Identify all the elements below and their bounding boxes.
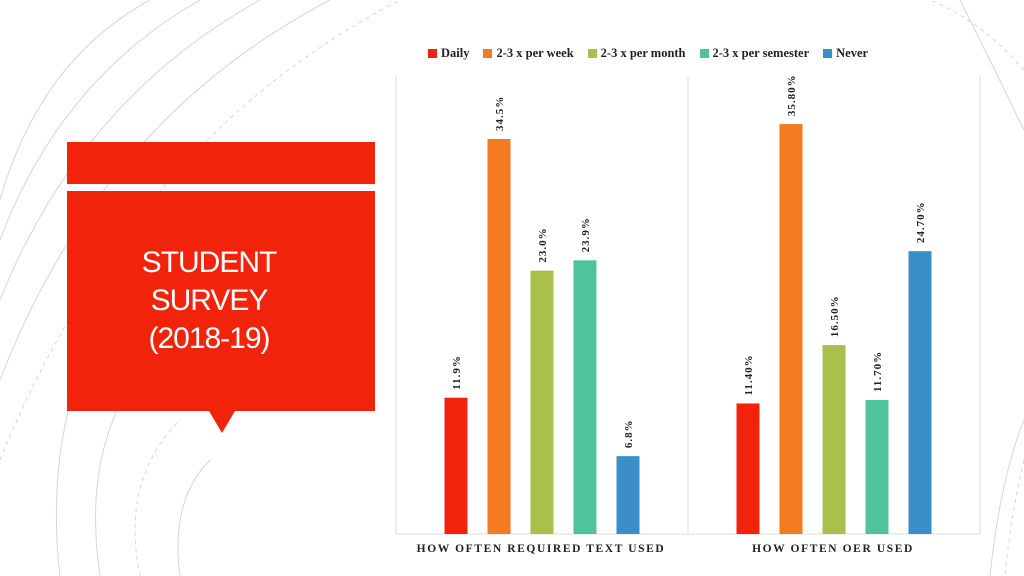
data-label: 23.0%: [537, 227, 549, 262]
title-line-1: STUDENT: [141, 246, 278, 279]
legend-item-never: Never: [823, 46, 868, 61]
bar: [444, 397, 468, 534]
title-line-2: SURVEY: [150, 284, 269, 317]
data-label: 35.80%: [786, 74, 798, 116]
bar: [865, 400, 889, 534]
data-label: 11.40%: [743, 354, 755, 395]
legend-label: Never: [836, 46, 869, 60]
data-label: 6.8%: [623, 419, 635, 448]
data-label: 34.5%: [494, 96, 506, 131]
legend-label: 2-3 x per semester: [712, 46, 810, 60]
title-box: STUDENT SURVEY (2018-19): [67, 191, 375, 411]
legend-swatch: [483, 49, 493, 58]
bar: [908, 251, 932, 534]
legend-label: 2-3 x per month: [600, 46, 686, 60]
slide-title: STUDENT SURVEY (2018-19): [99, 244, 319, 358]
title-line-3: (2018-19): [148, 322, 270, 355]
legend-item-daily: Daily: [428, 46, 469, 61]
legend-swatch: [699, 49, 709, 58]
bar: [616, 456, 640, 534]
bar: [822, 345, 846, 534]
data-label: 11.70%: [872, 351, 884, 392]
legend-label: 2-3 x per week: [496, 46, 574, 60]
data-label: 23.9%: [580, 217, 592, 252]
bar: [573, 260, 597, 534]
legend-item-month: 2-3 x per month: [587, 46, 686, 61]
category-label-required-text: HOW OFTEN REQUIRED TEXT USED: [416, 543, 666, 555]
legend-swatch: [823, 49, 833, 58]
bar: [736, 403, 760, 534]
chart-legend: Daily 2-3 x per week 2-3 x per month 2-3…: [428, 46, 868, 61]
bar: [487, 138, 511, 534]
legend-item-week: 2-3 x per week: [483, 46, 574, 61]
legend-swatch: [587, 49, 597, 58]
data-label: 11.9%: [451, 355, 463, 390]
data-label: 16.50%: [829, 295, 841, 337]
legend-swatch: [428, 49, 437, 58]
legend-item-semester: 2-3 x per semester: [699, 46, 810, 61]
legend-label: Daily: [441, 46, 470, 60]
title-accent-bar: [67, 142, 375, 184]
bar: [779, 124, 803, 534]
data-label: 24.70%: [915, 201, 927, 243]
category-label-oer: HOW OFTEN OER USED: [752, 543, 914, 555]
bar: [530, 270, 554, 534]
title-pointer-triangle: [209, 411, 235, 433]
